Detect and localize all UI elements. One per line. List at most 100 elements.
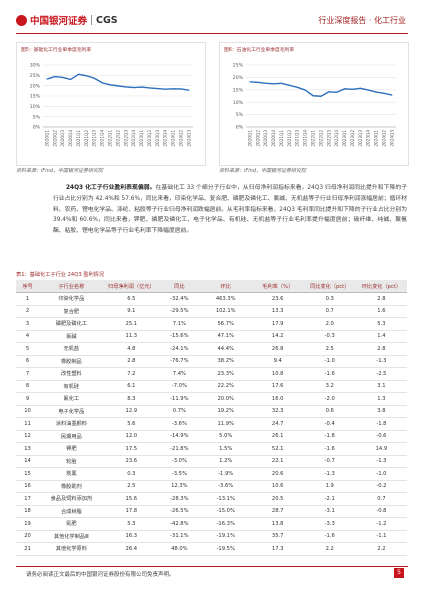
data-point [141, 86, 143, 88]
table-cell: 1.4 [355, 330, 407, 343]
x-tick-label: 2021Q2 [84, 130, 89, 147]
data-point [281, 82, 283, 84]
page-header: 中国银河证券 CGS 行业深度报告 · 化工行业 [0, 0, 424, 40]
col-header-no: 序号 [16, 280, 40, 293]
x-tick-label: 2023Q1 [139, 130, 144, 147]
x-tick-label: 2021Q3 [92, 130, 97, 147]
data-point [257, 81, 259, 83]
x-tick-label: 2021Q4 [100, 130, 105, 147]
data-point [93, 77, 95, 79]
data-point [312, 95, 314, 97]
table-row: 16 橡胶助剂 2.5 12.3% -3.6% 10.6 1.9 -0.2 [16, 480, 407, 493]
x-tick-label: 2023Q4 [366, 130, 371, 147]
table-cell: -1.6 [303, 442, 356, 456]
table-cell: 32.3 [251, 405, 304, 418]
x-tick-label: 2022Q4 [131, 130, 136, 147]
data-point [273, 83, 275, 85]
table-cell: 2.5 [103, 480, 160, 493]
data-point [375, 91, 377, 93]
table-cell: 3.8 [355, 405, 407, 418]
table-row: 11 涂料油墨颜料 5.6 -3.6% 11.9% 24.7 -0.4 -1.8 [16, 417, 407, 431]
table-cell: 13.3 [251, 305, 304, 318]
x-tick-label: 2024Q3 [389, 130, 394, 147]
table-cell: 0.3 [303, 292, 356, 306]
table-cell: 改性塑料 [39, 367, 104, 381]
table-cell: 8.3 [103, 392, 160, 406]
table-cell: -1.3 [355, 355, 407, 368]
table-cell: -0.3 [303, 330, 356, 343]
data-point [85, 75, 87, 77]
table-cell: 14.9 [355, 442, 407, 456]
table-title: 表1：基础化工子行业 24Q3 盈利情况 [16, 272, 105, 278]
table-cell: 18 [16, 505, 40, 518]
x-tick-label: 2021Q1 [76, 130, 81, 147]
table-cell: 35.7 [251, 530, 304, 543]
table-cell: 16.0 [251, 392, 304, 406]
x-tick-label: 2020Q3 [60, 130, 65, 147]
x-tick-label: 2020Q3 [263, 130, 268, 147]
table-row: 14 轮胎 23.6 -3.0% 1.2% 22.1 -0.7 -1.3 [16, 455, 407, 468]
table-row: 7 改性塑料 7.2 7.4% 23.3% 10.8 -1.6 -2.5 [16, 367, 407, 381]
paragraph-body: 在基础化工 33 个细分子行业中，从归母净利润指标来看，24Q3 归母净利润同比… [53, 185, 407, 235]
table-cell: 炭黑 [39, 467, 104, 481]
data-point [383, 92, 385, 94]
table-cell: 2.8 [355, 292, 407, 306]
table-cell: 23.3% [199, 367, 252, 381]
table-cell: -1.8 [303, 430, 356, 443]
x-tick-label: 2020Q1 [247, 130, 252, 147]
x-tick-label: 2021Q1 [279, 130, 284, 147]
brand-logo: 中国银河证券 CGS [16, 13, 118, 27]
data-point [62, 76, 64, 78]
data-point [133, 87, 135, 89]
x-tick-label: 2022Q2 [318, 130, 323, 147]
table-cell: -2.5 [355, 367, 407, 381]
table-cell: 11 [16, 417, 40, 431]
table-cell: 5 [16, 342, 40, 356]
table-cell: 2 [16, 305, 40, 318]
table-cell: 24.7 [251, 417, 304, 431]
table-cell: 钾肥 [39, 442, 104, 456]
col-header-qoq: 环比 [199, 280, 252, 293]
table-cell: 14.2 [251, 330, 304, 343]
table-row: 19 氮肥 5.3 -42.8% -16.3% 13.8 -3.3 -1.2 [16, 517, 407, 531]
table-cell: -3.1 [303, 505, 356, 518]
data-point [328, 91, 330, 93]
table-row: 6 橡胶制品 2.8 -76.7% 38.2% 9.4 -1.0 -1.3 [16, 355, 407, 368]
table-cell: 20 [16, 530, 40, 543]
col-header-industry: 子行业名称 [39, 280, 104, 293]
table-cell: 2.8 [103, 355, 160, 368]
table-cell: -28.3% [159, 492, 200, 506]
table-cell: -1.2 [355, 517, 407, 531]
data-point [125, 86, 127, 88]
data-point [164, 88, 166, 90]
table-cell: 17.5 [103, 442, 160, 456]
table-cell: -3.0% [159, 455, 200, 468]
table-row: 12 民爆用品 12.0 -14.9% 5.0% 26.1 -1.8 -0.6 [16, 430, 407, 443]
data-point [54, 76, 56, 78]
x-tick-label: 2022Q2 [115, 130, 120, 147]
table-cell: 12.3% [159, 480, 200, 493]
table-cell: 1.2% [199, 455, 252, 468]
data-point [320, 95, 322, 97]
table-cell: -0.6 [355, 430, 407, 443]
x-tick-label: 2022Q3 [123, 130, 128, 147]
figure-6-source: 资料来源：iFind，中国银河证券研究院 [219, 168, 306, 174]
table-cell: -21.8% [159, 442, 200, 456]
data-point [336, 91, 338, 93]
x-tick-label: 2023Q2 [147, 130, 152, 147]
figure-6-chart: 0% 5% 10% 15% 20% 25% 2020Q1 2020Q2 2020Q3 2020Q4… [233, 63, 396, 147]
table-cell: 5.6 [103, 417, 160, 431]
figure-5: 图5：基础化工行业单季度毛利率 0% 5% 10% 15% 20% 25% 30% 2020Q… [16, 42, 206, 166]
table-cell: -1.3 [355, 455, 407, 468]
table-cell: -19.5% [199, 542, 252, 556]
table-cell: -15.6% [159, 330, 200, 343]
data-point [265, 82, 267, 84]
data-point [109, 84, 111, 86]
data-point [249, 81, 251, 83]
table-cell: 17.8 [103, 505, 160, 518]
table-cell: 16.3 [103, 530, 160, 543]
table-cell: 12.9 [103, 405, 160, 418]
x-tick-label: 2023Q2 [350, 130, 355, 147]
x-tick-label: 2024Q1 [171, 130, 176, 147]
x-tick-label: 2022Q3 [326, 130, 331, 147]
